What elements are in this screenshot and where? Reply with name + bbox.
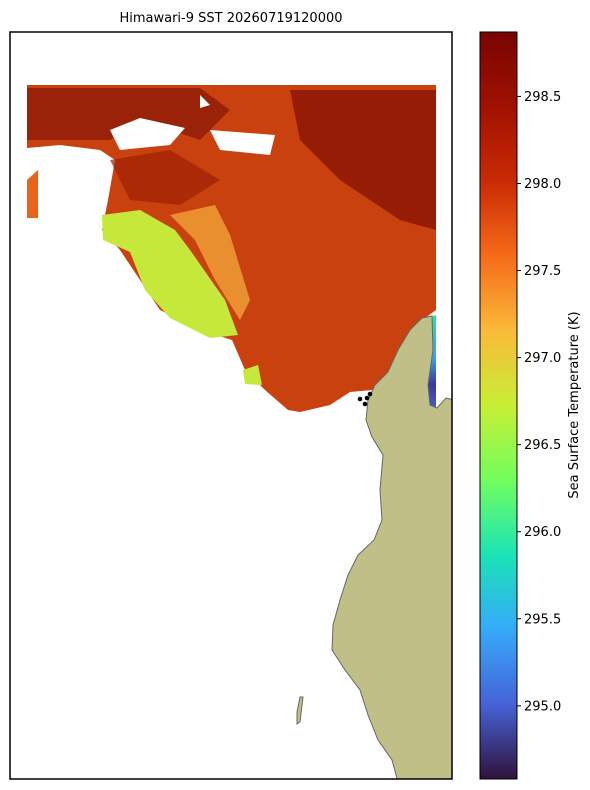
map-title: Himawari-9 SST 20260719120000 (119, 11, 342, 26)
colorbar-tick-label: 297.0 (524, 351, 561, 366)
sst-cool-patch (243, 365, 262, 385)
cloud-mask (27, 95, 275, 180)
map-area (27, 85, 452, 779)
colorbar-tick-label: 295.5 (524, 612, 561, 627)
land (331, 315, 452, 779)
colorbar-tick-label: 296.5 (524, 438, 561, 453)
island (296, 696, 304, 725)
colorbar-label: Sea Surface Temperature (K) (567, 311, 582, 498)
colorbar-tick-label: 298.5 (524, 90, 561, 105)
sst-warm-patch (110, 150, 220, 205)
sst-cool-patch (102, 210, 238, 338)
sst-cool-patch (170, 205, 250, 320)
reef-dots (357, 391, 373, 407)
colorbar-tick-label: 295.0 (524, 699, 561, 714)
colorbar-tick-label: 297.5 (524, 264, 561, 279)
colorbar-tick-label: 296.0 (524, 525, 561, 540)
colorbar (479, 31, 518, 780)
map-frame (9, 31, 453, 780)
sst-patch (27, 170, 38, 218)
sst-warm-patch (290, 90, 436, 230)
colorbar-tick-label: 298.0 (524, 177, 561, 192)
